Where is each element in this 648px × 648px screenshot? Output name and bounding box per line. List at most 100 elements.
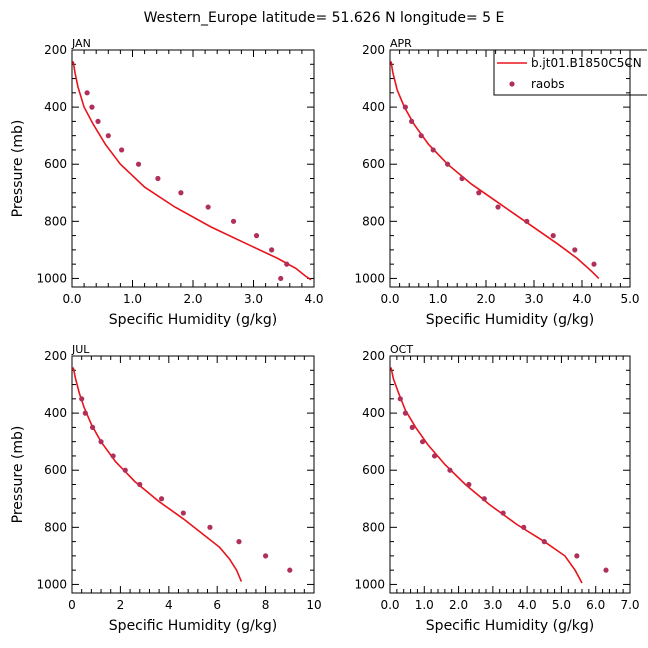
y-tick-label: 200 (362, 43, 385, 57)
y-tick-label: 800 (44, 214, 67, 228)
y-tick-label: 400 (44, 100, 67, 114)
y-tick-label: 600 (44, 463, 67, 477)
x-axis-label: Specific Humidity (g/kg) (426, 312, 594, 328)
y-tick-label: 600 (362, 463, 385, 477)
raobs-point (89, 104, 95, 110)
x-tick-label: 5.0 (620, 292, 639, 306)
raobs-point (447, 467, 453, 473)
legend-model-label: b.jt01.B1850C5CN (531, 56, 642, 70)
raobs-point (178, 190, 184, 196)
y-tick-label: 600 (44, 157, 67, 171)
y-tick-label: 1000 (354, 577, 385, 591)
y-tick-label: 800 (362, 214, 385, 228)
x-tick-label: 1.0 (428, 292, 447, 306)
y-tick-label: 200 (362, 349, 385, 363)
raobs-point (418, 133, 424, 139)
raobs-point (591, 261, 597, 267)
raobs-point (205, 204, 211, 210)
panel-jul: JUL 0 2 4 6 8 10 200 400 600 800 1000 Specific Humid… (10, 343, 322, 634)
y-tick-label: 600 (362, 157, 385, 171)
legend-obs-label: raobs (531, 77, 565, 91)
x-axis-label: Specific Humidity (g/kg) (109, 312, 277, 328)
raobs-point (236, 539, 242, 545)
x-tick-label: 2.0 (476, 292, 495, 306)
raobs-point (402, 410, 409, 416)
panel-label: JUL (71, 343, 90, 356)
x-tick-label: 4.0 (572, 292, 591, 306)
raobs-point (431, 453, 438, 459)
raobs-point (84, 90, 90, 96)
x-tick-label: 2.0 (449, 598, 468, 612)
raobs-point (89, 424, 96, 430)
x-tick-label: 1.0 (123, 292, 142, 306)
panel-jan: JAN 0.0 1.0 2.0 3.0 4.0 200 400 600 800 1000 Specif… (10, 37, 324, 328)
x-tick-label: 4.0 (518, 598, 537, 612)
raobs-point (500, 510, 506, 516)
x-tick-label: 8 (262, 598, 270, 612)
raobs-point (137, 481, 143, 488)
raobs-point (180, 510, 186, 516)
legend-box (493, 49, 647, 96)
legend-obs-swatch (509, 81, 515, 87)
y-tick-label: 400 (44, 406, 67, 420)
y-tick-label: 200 (44, 43, 67, 57)
x-tick-label: 3.0 (524, 292, 543, 306)
model-profile-line (390, 61, 600, 279)
panel-label: APR (390, 37, 412, 50)
x-tick-label: 2 (117, 598, 125, 612)
raobs-point (269, 247, 275, 253)
y-tick-label: 1000 (36, 271, 67, 285)
raobs-point (110, 453, 116, 459)
plot-frame (389, 355, 631, 594)
raobs-point (207, 524, 213, 530)
y-tick-label: 800 (362, 520, 385, 534)
raobs-point (119, 147, 125, 153)
y-tick-label: 400 (362, 100, 385, 114)
legend: b.jt01.B1850C5CN raobs (493, 49, 647, 96)
raobs-point (466, 481, 472, 488)
panel-oct: OCT 0.0 1.0 2.0 3.0 4.0 5.0 6.0 7.0 200 400 600 800 1… (354, 343, 639, 634)
raobs-point (263, 553, 269, 559)
x-tick-label: 2.0 (183, 292, 202, 306)
raobs-point (550, 233, 556, 239)
raobs-point (541, 539, 547, 545)
y-tick-label: 1000 (36, 577, 67, 591)
plot-frame (71, 49, 315, 288)
raobs-point (409, 424, 415, 430)
raobs-point (476, 190, 482, 196)
x-tick-label: 3.0 (244, 292, 263, 306)
x-tick-label: 5.0 (552, 598, 571, 612)
raobs-point (495, 204, 501, 210)
x-tick-label: 4.0 (304, 292, 323, 306)
model-profile-line (72, 367, 243, 582)
raobs-point (397, 396, 403, 402)
raobs-point (521, 524, 527, 530)
raobs-point (158, 496, 165, 502)
raobs-point (287, 567, 293, 573)
y-tick-label: 400 (362, 406, 385, 420)
x-tick-label: 0 (68, 598, 76, 612)
raobs-point (572, 247, 578, 253)
raobs-point (409, 118, 415, 124)
plot-frame (71, 355, 315, 594)
x-tick-label: 0.0 (62, 292, 81, 306)
panels: JAN 0.0 1.0 2.0 3.0 4.0 200 400 600 800 1000 Specif… (10, 37, 640, 634)
x-tick-label: 10 (306, 598, 321, 612)
raobs-point (95, 118, 101, 124)
y-tick-label: 200 (44, 349, 67, 363)
raobs-point (603, 567, 609, 573)
x-tick-label: 1.0 (415, 598, 434, 612)
raobs-point (524, 218, 530, 224)
x-tick-label: 0.0 (380, 598, 399, 612)
figure-title: Western_Europe latitude= 51.626 N longit… (144, 10, 505, 26)
raobs-point (122, 467, 128, 473)
raobs-point (402, 104, 408, 110)
x-tick-label: 4 (165, 598, 173, 612)
x-tick-label: 0.0 (380, 292, 399, 306)
raobs-point (574, 553, 580, 559)
panel-label: OCT (390, 343, 413, 356)
raobs-point (98, 439, 104, 445)
model-profile-line (390, 367, 583, 584)
y-axis-label: Pressure (mb) (10, 120, 26, 218)
